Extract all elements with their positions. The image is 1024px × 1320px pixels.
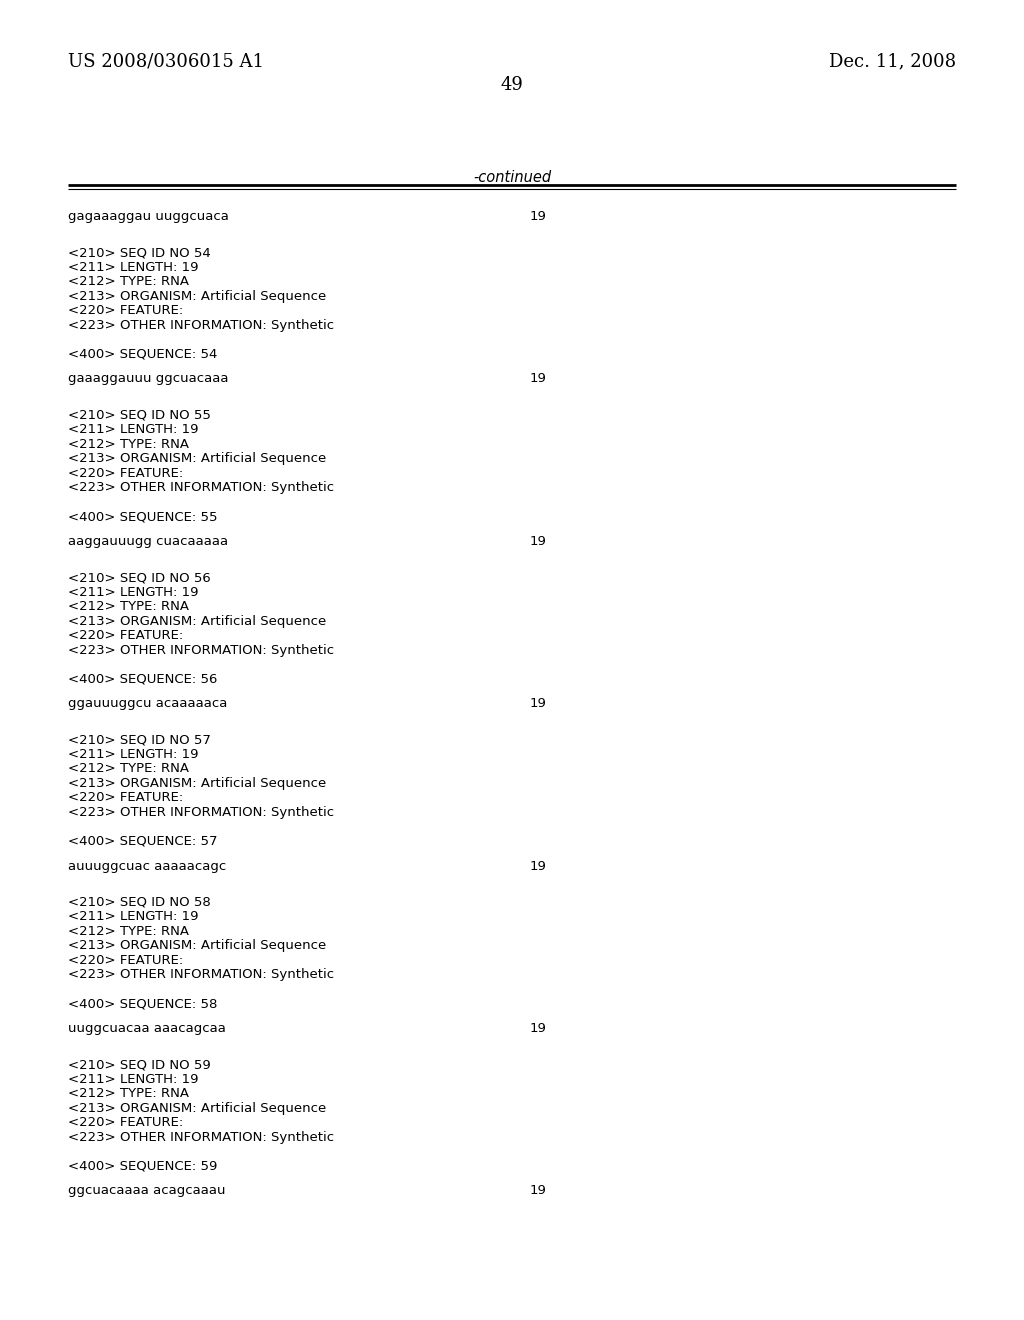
Text: <220> FEATURE:: <220> FEATURE: <box>68 630 183 642</box>
Text: uuggcuacaa aaacagcaa: uuggcuacaa aaacagcaa <box>68 1022 226 1035</box>
Text: <213> ORGANISM: Artificial Sequence: <213> ORGANISM: Artificial Sequence <box>68 940 327 952</box>
Text: <400> SEQUENCE: 59: <400> SEQUENCE: 59 <box>68 1160 217 1172</box>
Text: 19: 19 <box>530 372 547 385</box>
Text: ggauuuggcu acaaaaaca: ggauuuggcu acaaaaaca <box>68 697 227 710</box>
Text: <211> LENGTH: 19: <211> LENGTH: 19 <box>68 911 199 924</box>
Text: gaaaggauuu ggcuacaaa: gaaaggauuu ggcuacaaa <box>68 372 228 385</box>
Text: <400> SEQUENCE: 54: <400> SEQUENCE: 54 <box>68 347 217 360</box>
Text: <210> SEQ ID NO 58: <210> SEQ ID NO 58 <box>68 896 211 909</box>
Text: <210> SEQ ID NO 54: <210> SEQ ID NO 54 <box>68 247 211 259</box>
Text: <213> ORGANISM: Artificial Sequence: <213> ORGANISM: Artificial Sequence <box>68 1102 327 1115</box>
Text: <400> SEQUENCE: 55: <400> SEQUENCE: 55 <box>68 510 217 523</box>
Text: 19: 19 <box>530 210 547 223</box>
Text: <223> OTHER INFORMATION: Synthetic: <223> OTHER INFORMATION: Synthetic <box>68 807 334 818</box>
Text: <211> LENGTH: 19: <211> LENGTH: 19 <box>68 1073 199 1086</box>
Text: <223> OTHER INFORMATION: Synthetic: <223> OTHER INFORMATION: Synthetic <box>68 969 334 981</box>
Text: <211> LENGTH: 19: <211> LENGTH: 19 <box>68 424 199 436</box>
Text: <212> TYPE: RNA: <212> TYPE: RNA <box>68 276 189 288</box>
Text: <211> LENGTH: 19: <211> LENGTH: 19 <box>68 748 199 760</box>
Text: 49: 49 <box>501 77 523 94</box>
Text: 19: 19 <box>530 1022 547 1035</box>
Text: <212> TYPE: RNA: <212> TYPE: RNA <box>68 925 189 937</box>
Text: <210> SEQ ID NO 59: <210> SEQ ID NO 59 <box>68 1059 211 1072</box>
Text: <213> ORGANISM: Artificial Sequence: <213> ORGANISM: Artificial Sequence <box>68 453 327 465</box>
Text: <213> ORGANISM: Artificial Sequence: <213> ORGANISM: Artificial Sequence <box>68 615 327 627</box>
Text: <220> FEATURE:: <220> FEATURE: <box>68 1117 183 1129</box>
Text: Dec. 11, 2008: Dec. 11, 2008 <box>828 51 956 70</box>
Text: <210> SEQ ID NO 57: <210> SEQ ID NO 57 <box>68 734 211 746</box>
Text: ggcuacaaaa acagcaaau: ggcuacaaaa acagcaaau <box>68 1184 225 1197</box>
Text: <223> OTHER INFORMATION: Synthetic: <223> OTHER INFORMATION: Synthetic <box>68 318 334 331</box>
Text: 19: 19 <box>530 697 547 710</box>
Text: <223> OTHER INFORMATION: Synthetic: <223> OTHER INFORMATION: Synthetic <box>68 644 334 656</box>
Text: <223> OTHER INFORMATION: Synthetic: <223> OTHER INFORMATION: Synthetic <box>68 482 334 494</box>
Text: <223> OTHER INFORMATION: Synthetic: <223> OTHER INFORMATION: Synthetic <box>68 1131 334 1143</box>
Text: 19: 19 <box>530 1184 547 1197</box>
Text: <220> FEATURE:: <220> FEATURE: <box>68 954 183 966</box>
Text: auuuggcuac aaaaacagc: auuuggcuac aaaaacagc <box>68 859 226 873</box>
Text: <213> ORGANISM: Artificial Sequence: <213> ORGANISM: Artificial Sequence <box>68 777 327 789</box>
Text: <212> TYPE: RNA: <212> TYPE: RNA <box>68 1088 189 1101</box>
Text: <212> TYPE: RNA: <212> TYPE: RNA <box>68 438 189 450</box>
Text: <213> ORGANISM: Artificial Sequence: <213> ORGANISM: Artificial Sequence <box>68 290 327 302</box>
Text: US 2008/0306015 A1: US 2008/0306015 A1 <box>68 51 264 70</box>
Text: <400> SEQUENCE: 56: <400> SEQUENCE: 56 <box>68 673 217 685</box>
Text: aaggauuugg cuacaaaaa: aaggauuugg cuacaaaaa <box>68 535 228 548</box>
Text: <211> LENGTH: 19: <211> LENGTH: 19 <box>68 261 199 273</box>
Text: <210> SEQ ID NO 55: <210> SEQ ID NO 55 <box>68 409 211 421</box>
Text: <212> TYPE: RNA: <212> TYPE: RNA <box>68 763 189 775</box>
Text: 19: 19 <box>530 535 547 548</box>
Text: <211> LENGTH: 19: <211> LENGTH: 19 <box>68 586 199 598</box>
Text: <212> TYPE: RNA: <212> TYPE: RNA <box>68 601 189 612</box>
Text: <210> SEQ ID NO 56: <210> SEQ ID NO 56 <box>68 572 211 583</box>
Text: <400> SEQUENCE: 58: <400> SEQUENCE: 58 <box>68 998 217 1010</box>
Text: <220> FEATURE:: <220> FEATURE: <box>68 467 183 479</box>
Text: gagaaaggau uuggcuaca: gagaaaggau uuggcuaca <box>68 210 229 223</box>
Text: -continued: -continued <box>473 170 551 185</box>
Text: <220> FEATURE:: <220> FEATURE: <box>68 792 183 804</box>
Text: 19: 19 <box>530 859 547 873</box>
Text: <220> FEATURE:: <220> FEATURE: <box>68 304 183 317</box>
Text: <400> SEQUENCE: 57: <400> SEQUENCE: 57 <box>68 836 217 847</box>
